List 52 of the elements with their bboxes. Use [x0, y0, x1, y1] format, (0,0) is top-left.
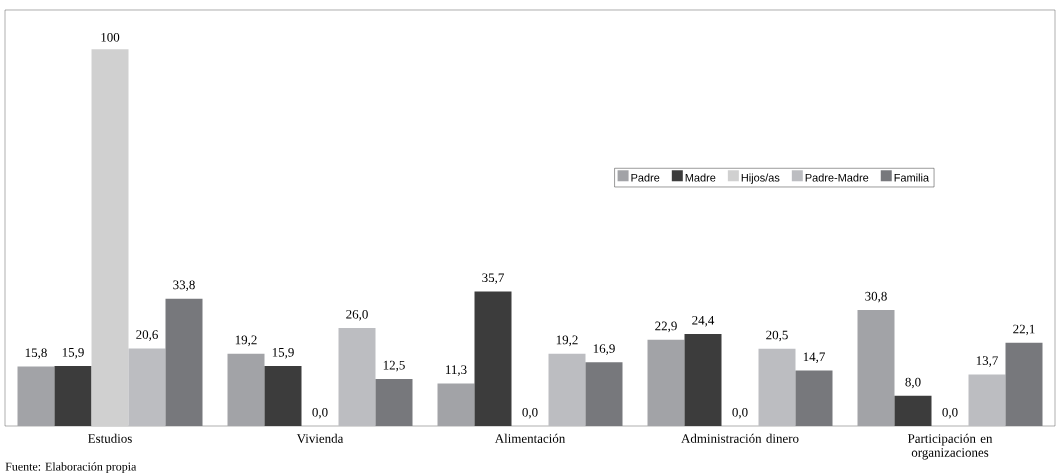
bar	[165, 298, 203, 426]
bar	[338, 328, 376, 426]
data-label: 22,1	[1013, 324, 1035, 336]
bar	[548, 353, 586, 426]
bar	[91, 49, 129, 426]
data-label: 30,8	[865, 291, 887, 303]
legend-label: Hijos/as	[741, 173, 780, 184]
bar	[758, 348, 796, 426]
data-label: 33,8	[173, 280, 195, 292]
data-label: 100	[101, 32, 120, 42]
legend-label: Padre	[631, 173, 660, 182]
bar	[375, 378, 413, 426]
data-label: 0,0	[942, 407, 958, 419]
bar	[437, 383, 475, 426]
data-label: 11,3	[446, 365, 467, 376]
legend-label: Padre-Madre	[805, 173, 869, 182]
bar	[17, 366, 55, 426]
bar	[227, 353, 265, 426]
data-label: 12,5	[383, 360, 405, 372]
data-label: 26,0	[346, 309, 368, 321]
data-label: 22,9	[655, 321, 677, 333]
x-tick-label: Alimentación	[494, 433, 566, 443]
data-label: 15,9	[272, 348, 294, 359]
data-label: 20,5	[766, 330, 788, 342]
bar	[795, 370, 833, 426]
data-label: 8,0	[905, 377, 921, 389]
x-tick-label: Vivienda	[296, 433, 344, 443]
data-label: 0,0	[732, 407, 748, 419]
bar	[1005, 342, 1043, 426]
bar	[585, 362, 623, 426]
bar	[968, 374, 1006, 426]
bar	[647, 339, 685, 426]
data-label: 15,9	[62, 348, 84, 359]
data-label: 15,8	[25, 348, 47, 359]
data-label: 16,9	[593, 344, 615, 355]
data-label: 24,4	[692, 315, 715, 327]
data-label: 19,2	[556, 335, 578, 347]
legend-label: Familia	[894, 173, 930, 182]
data-label: 0,0	[312, 407, 328, 419]
data-label: 19,2	[235, 335, 257, 347]
data-label: 13,7	[976, 356, 998, 367]
x-tick-label: Participación en organizaciones	[907, 433, 993, 460]
x-tick-label: Administración dinero	[681, 433, 799, 443]
x-tick-label: Estudios	[88, 433, 132, 443]
bar	[128, 348, 166, 426]
data-label: 35,7	[482, 273, 504, 284]
source-note: Fuente: Elaboración propia	[5, 462, 137, 474]
data-label: 0,0	[522, 407, 538, 419]
data-label: 20,6	[136, 330, 158, 341]
data-label: 14,7	[803, 352, 825, 364]
bar	[857, 309, 895, 426]
legend-label: Madre	[685, 173, 716, 182]
